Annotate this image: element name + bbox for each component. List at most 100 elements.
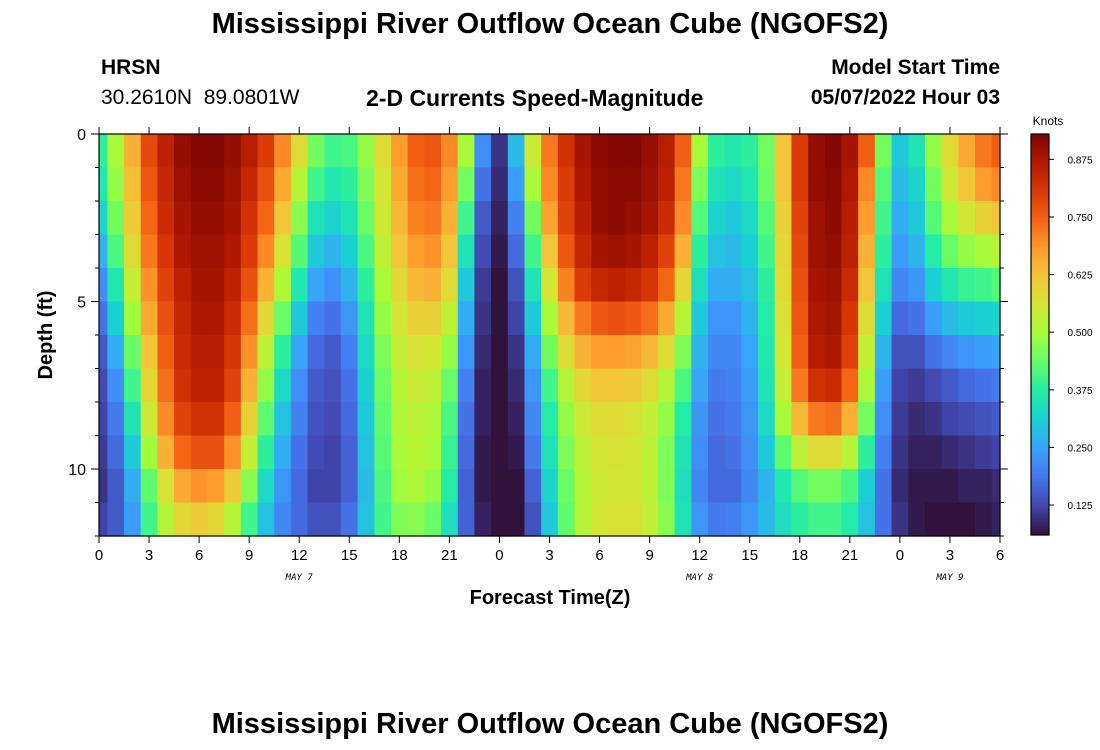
heatmap-cell xyxy=(607,301,626,336)
heatmap-cell xyxy=(974,301,993,336)
x-axis-label: Forecast Time(Z) xyxy=(470,587,631,609)
heatmap-cell xyxy=(124,335,142,370)
heatmap-cell xyxy=(507,502,526,537)
heatmap-cell xyxy=(824,167,843,202)
heatmap-cell xyxy=(524,335,542,370)
heatmap-cell xyxy=(774,402,793,437)
heatmap-cell xyxy=(491,435,509,470)
heatmap-cell xyxy=(591,469,609,504)
heatmap-cell xyxy=(941,502,959,537)
heatmap-cell xyxy=(974,502,993,537)
heatmap-cell xyxy=(557,301,576,336)
heatmap-cell xyxy=(991,234,1001,269)
heatmap-cell xyxy=(541,402,559,437)
heatmap-cell xyxy=(891,469,909,504)
heatmap-cell xyxy=(390,402,409,437)
heatmap-cell xyxy=(557,134,576,169)
heatmap-cell xyxy=(791,134,809,169)
heatmap-cell xyxy=(674,201,692,236)
repeated-figure-title: Mississippi River Outflow Ocean Cube (NG… xyxy=(211,708,889,740)
x-tick-label: 18 xyxy=(391,547,408,564)
heatmap-cell xyxy=(190,335,209,370)
heatmap-cell xyxy=(958,268,976,303)
heatmap-cell xyxy=(374,167,392,202)
heatmap-cell xyxy=(424,268,442,303)
heatmap-cell xyxy=(991,335,1001,370)
heatmap-cell xyxy=(674,167,692,202)
heatmap-cell xyxy=(691,201,709,236)
heatmap-cell xyxy=(924,435,943,470)
heatmap-cell xyxy=(374,268,392,303)
heatmap-cell xyxy=(474,201,492,236)
heatmap-cell xyxy=(340,301,359,336)
heatmap-cell xyxy=(274,234,292,269)
heatmap-cell xyxy=(708,402,726,437)
heatmap-cell xyxy=(841,335,859,370)
heatmap-cell xyxy=(507,167,526,202)
heatmap-cell xyxy=(808,268,826,303)
heatmap-cell xyxy=(157,402,175,437)
heatmap-cell xyxy=(157,301,175,336)
heatmap-cell xyxy=(824,234,843,269)
heatmap-cell xyxy=(190,301,209,336)
heatmap-cell xyxy=(657,134,676,169)
heatmap-cell xyxy=(99,167,108,202)
heatmap-cell xyxy=(424,402,442,437)
heatmap-cell xyxy=(858,335,876,370)
heatmap-cell xyxy=(124,234,142,269)
heatmap-cell xyxy=(274,167,292,202)
heatmap-cell xyxy=(224,402,242,437)
heatmap-cell xyxy=(824,335,843,370)
heatmap-cell xyxy=(124,469,142,504)
heatmap-cell xyxy=(257,234,275,269)
heatmap-cell xyxy=(841,402,859,437)
heatmap-cell xyxy=(174,502,192,537)
heatmap-cell xyxy=(257,402,275,437)
station-coordinates: 30.2610N 89.0801W xyxy=(101,86,300,109)
heatmap-cell xyxy=(908,134,926,169)
heatmap-cell xyxy=(457,134,476,169)
heatmap-cell xyxy=(791,301,809,336)
heatmap-cell xyxy=(274,469,292,504)
heatmap-cell xyxy=(140,201,158,236)
y-tick-label: 0 xyxy=(77,127,86,144)
heatmap-cell xyxy=(207,368,225,403)
heatmap-cell xyxy=(941,201,959,236)
heatmap-cell xyxy=(374,368,392,403)
heatmap-cell xyxy=(674,134,692,169)
heatmap-cell xyxy=(574,201,592,236)
heatmap-cell xyxy=(791,234,809,269)
heatmap-cell xyxy=(974,268,993,303)
heatmap-cell xyxy=(607,469,626,504)
colorbar-tick-label: 0.875 xyxy=(1067,155,1092,166)
heatmap-cell xyxy=(758,234,776,269)
heatmap-cell xyxy=(190,435,209,470)
heatmap-cell xyxy=(174,134,192,169)
heatmap-cell xyxy=(99,402,108,437)
heatmap-cell xyxy=(708,234,726,269)
heatmap-cell xyxy=(457,368,476,403)
heatmap-cell xyxy=(741,502,759,537)
heatmap-cell xyxy=(441,469,459,504)
heatmap-cell xyxy=(491,268,509,303)
heatmap-cell xyxy=(507,201,526,236)
heatmap-cell xyxy=(357,502,375,537)
heatmap-cell xyxy=(107,268,125,303)
heatmap-cell xyxy=(524,301,542,336)
heatmap-cell xyxy=(290,167,309,202)
heatmap-cell xyxy=(858,167,876,202)
heatmap-cell xyxy=(708,301,726,336)
heatmap-cell xyxy=(124,134,142,169)
heatmap-cell xyxy=(207,502,225,537)
heatmap-cell xyxy=(491,368,509,403)
heatmap-cell xyxy=(824,134,843,169)
heatmap-cell xyxy=(307,134,325,169)
heatmap-cell xyxy=(474,301,492,336)
heatmap-cell xyxy=(758,402,776,437)
heatmap-cell xyxy=(574,234,592,269)
heatmap-cell xyxy=(791,335,809,370)
heatmap-cell xyxy=(307,368,325,403)
heatmap-cell xyxy=(591,402,609,437)
heatmap-cell xyxy=(691,435,709,470)
heatmap-cell xyxy=(257,201,275,236)
